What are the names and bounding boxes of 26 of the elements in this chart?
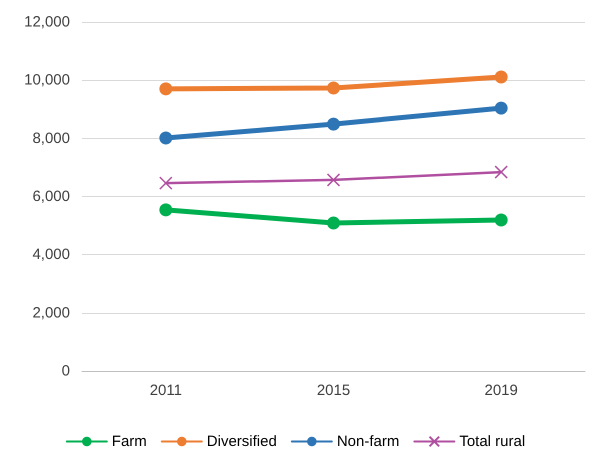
- point: [494, 165, 508, 179]
- legend-label: Farm: [112, 433, 147, 450]
- y-tick-label: 6,000: [32, 188, 70, 205]
- x-tick-label: 2019: [484, 382, 518, 399]
- y-tick-label: 4,000: [32, 246, 70, 264]
- point: [159, 132, 172, 145]
- point: [327, 82, 340, 95]
- y-tick-label: 12,000: [24, 14, 70, 30]
- point: [327, 216, 340, 230]
- y-tick-label: 10,000: [24, 72, 70, 89]
- legend-label: Total rural: [459, 433, 526, 450]
- legend-label: Non-farm: [336, 433, 400, 450]
- point: [494, 70, 508, 84]
- point: [159, 82, 172, 96]
- x-tick-label: 2015: [316, 382, 350, 399]
- point: [494, 214, 508, 227]
- point: [159, 176, 173, 190]
- y-tick-label: 8,000: [32, 130, 70, 147]
- point: [159, 203, 172, 216]
- legend-label: Diversified: [206, 433, 277, 450]
- point: [327, 118, 340, 131]
- point: [494, 102, 508, 115]
- x-tick-label: 2011: [150, 382, 182, 399]
- y-tick-label: 2,000: [32, 304, 70, 322]
- y-tick-label: 0: [62, 362, 70, 380]
- point: [326, 173, 340, 187]
